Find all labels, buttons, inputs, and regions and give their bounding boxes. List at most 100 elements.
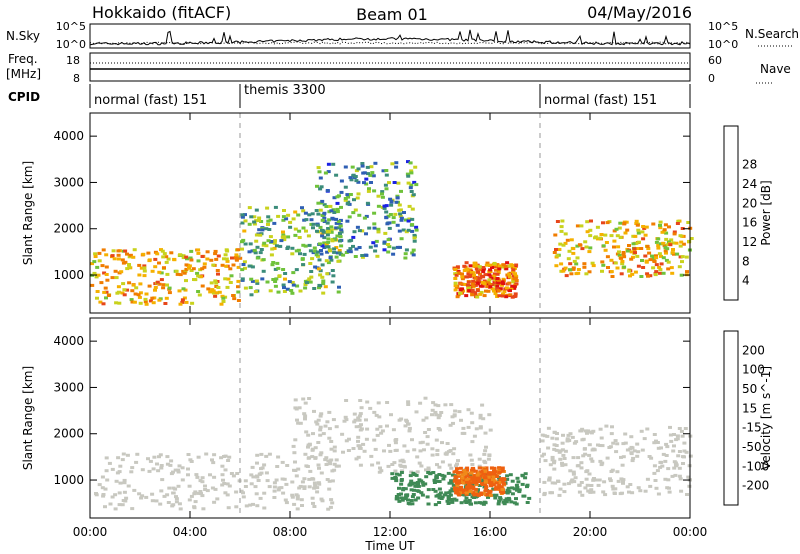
velocity-cell xyxy=(514,502,519,506)
power-cell xyxy=(272,246,277,250)
velocity-cell xyxy=(356,435,361,439)
power-cell xyxy=(677,265,682,269)
velocity-cell xyxy=(619,455,623,459)
velocity-cell xyxy=(132,488,137,492)
velocity-cell xyxy=(300,504,304,507)
power-cell xyxy=(104,290,109,294)
velocity-cell xyxy=(463,499,468,503)
power-cell xyxy=(588,228,593,232)
velocity-cell xyxy=(101,494,106,498)
power-cell xyxy=(240,277,245,281)
power-cell xyxy=(375,254,380,258)
power-cell xyxy=(254,279,259,283)
velocity-cell xyxy=(663,477,668,481)
power-cell xyxy=(621,252,626,256)
power-cell xyxy=(493,265,498,269)
power-cell xyxy=(670,271,675,275)
velocity-cell xyxy=(426,468,431,472)
velocity-cell xyxy=(315,422,320,426)
velocity-cell xyxy=(621,481,625,485)
velocity-cell xyxy=(680,434,685,438)
power-cell xyxy=(325,189,330,192)
velocity-cell xyxy=(683,427,688,430)
power-cell xyxy=(487,263,492,267)
power-cell xyxy=(229,274,234,278)
power-cell xyxy=(511,270,516,274)
velocity-cell xyxy=(203,488,208,491)
power-cell xyxy=(497,294,502,298)
power-cell xyxy=(209,258,214,262)
power-cell xyxy=(287,280,292,284)
velocity-cell xyxy=(515,488,519,492)
power-cell xyxy=(293,210,298,214)
power-cell xyxy=(600,260,605,264)
power-cell xyxy=(304,218,309,222)
power-cell xyxy=(555,254,560,258)
power-cell xyxy=(412,239,417,243)
power-cell xyxy=(576,268,581,271)
velocity-cell xyxy=(666,467,671,471)
velocity-cell xyxy=(323,458,328,462)
power-cell xyxy=(143,297,148,301)
velocity-cell xyxy=(652,471,657,475)
power-cell xyxy=(639,275,644,278)
power-cell xyxy=(605,221,610,225)
power-cell xyxy=(366,172,370,176)
velocity-cell xyxy=(418,401,423,405)
power-cell xyxy=(629,257,634,261)
power-cell xyxy=(616,245,621,249)
velocity-cell xyxy=(255,504,260,508)
velocity-cell xyxy=(443,403,448,407)
power-cell xyxy=(396,181,401,185)
velocity-cell xyxy=(325,420,330,424)
power-cell xyxy=(675,252,680,256)
velocity-cell xyxy=(643,489,648,493)
velocity-cell xyxy=(187,484,192,488)
power-cell xyxy=(357,229,362,233)
velocity-cell xyxy=(117,503,122,507)
power-cell xyxy=(354,247,359,251)
power-cell xyxy=(360,164,365,168)
power-cell xyxy=(410,251,415,255)
velocity-cell xyxy=(477,464,482,468)
power-cell xyxy=(563,241,568,245)
power-cell xyxy=(153,288,157,292)
power-cell xyxy=(493,281,498,285)
power-cell xyxy=(161,286,166,290)
power-cell xyxy=(654,254,658,258)
power-cell xyxy=(495,263,500,267)
power-cell xyxy=(272,221,277,225)
power-cell xyxy=(199,275,203,279)
power-cell xyxy=(479,268,483,272)
power-cell xyxy=(147,284,152,288)
power-cell xyxy=(119,270,124,274)
power-cell xyxy=(675,222,680,225)
power-cell xyxy=(568,268,573,272)
velocity-cell xyxy=(568,432,573,436)
velocity-cell xyxy=(602,480,607,484)
power-cell xyxy=(669,266,674,270)
power-cell xyxy=(399,237,404,241)
power-cell xyxy=(346,200,351,204)
power-cell xyxy=(236,279,241,283)
velocity-cell xyxy=(359,406,364,410)
power-cell xyxy=(185,257,189,261)
velocity-cell xyxy=(621,442,626,446)
velocity-cell xyxy=(609,432,614,436)
power-cell xyxy=(620,262,625,266)
power-cell xyxy=(274,277,279,281)
velocity-cell xyxy=(174,500,179,504)
velocity-colorbar-tick: -15 xyxy=(742,421,762,435)
power-cell xyxy=(240,221,245,225)
power-cell xyxy=(164,260,169,264)
velocity-cell xyxy=(468,477,473,481)
power-cell xyxy=(663,249,668,253)
velocity-cell xyxy=(623,432,628,436)
power-cell xyxy=(394,161,399,165)
freq-unit: [MHz] xyxy=(6,67,41,81)
velocity-cell xyxy=(354,425,359,429)
velocity-cell xyxy=(267,485,272,489)
velocity-colorbar-tick: 50 xyxy=(742,382,757,396)
power-cell xyxy=(641,266,646,269)
velocity-cell xyxy=(425,435,430,439)
